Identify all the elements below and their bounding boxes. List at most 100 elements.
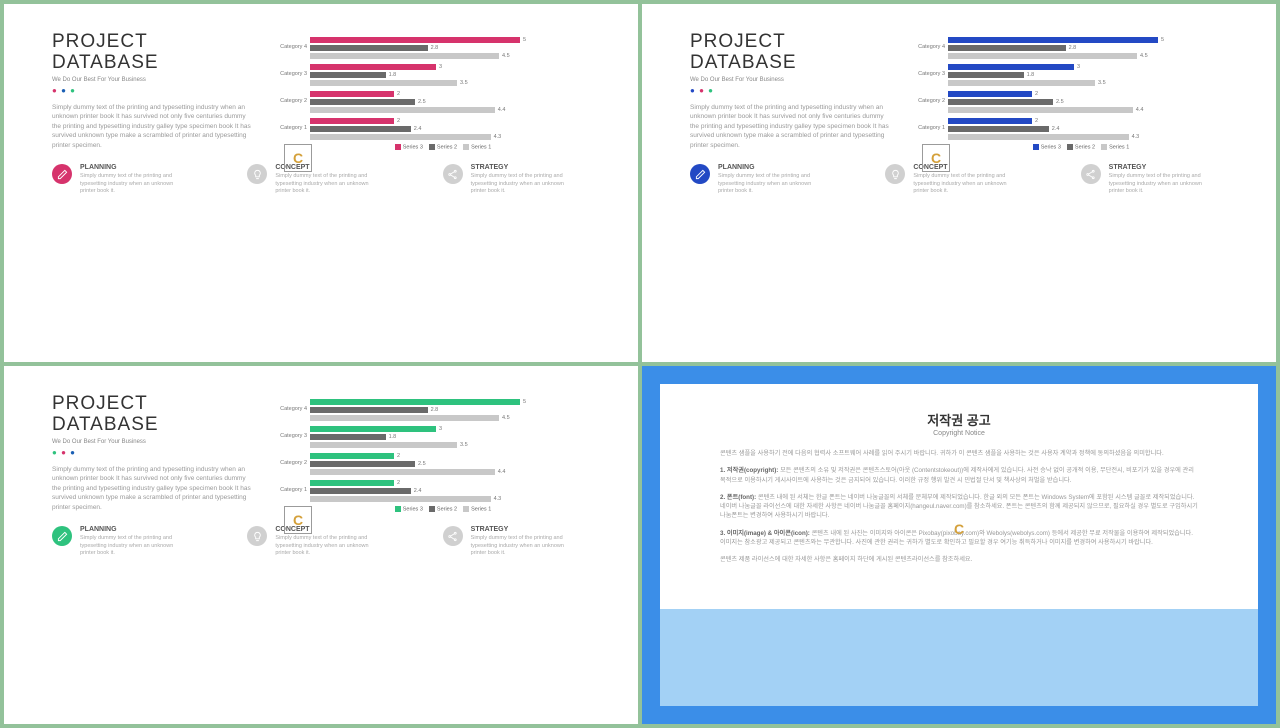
- chart-bar: [310, 91, 394, 97]
- bar-value: 2: [1035, 91, 1038, 97]
- chart-bar: [310, 415, 499, 421]
- chart-bar: [310, 480, 394, 486]
- bar-value: 4.5: [502, 53, 510, 59]
- accent-dots: ● ● ●: [52, 448, 252, 457]
- copyright-p2: 1. 저작권(copyright): 모든 콘텐츠의 소유 및 저작권은 콘텐츠…: [720, 466, 1198, 485]
- bar-value: 2: [397, 480, 400, 486]
- category-label: Category 1: [272, 479, 310, 493]
- watermark-badge: C: [284, 506, 312, 534]
- feature-text: Simply dummy text of the printing and ty…: [471, 173, 566, 195]
- feature-concept: CONCEPTSimply dummy text of the printing…: [247, 526, 412, 557]
- category-label: Category 4: [272, 398, 310, 412]
- feature-text: Simply dummy text of the printing and ty…: [1109, 173, 1204, 195]
- bar-value: 5: [523, 399, 526, 405]
- feature-planning: PLANNING Simply dummy text of the printin…: [52, 164, 217, 195]
- chart-bar: [948, 99, 1053, 105]
- bar-value: 4.5: [1140, 53, 1148, 59]
- category-label: Category 2: [272, 90, 310, 104]
- bar-value: 2.4: [414, 488, 422, 494]
- chart-bar: [310, 453, 394, 459]
- feature-text: Simply dummy text of the printing and ty…: [80, 535, 175, 557]
- bar-value: 5: [523, 37, 526, 43]
- chart-bar: [948, 91, 1032, 97]
- slide-2: PROJECTDATABASEWe Do Our Best For Your B…: [642, 4, 1276, 362]
- chart-legend: Series 3Series 2Series 1: [272, 144, 608, 150]
- bar-value: 2.8: [431, 407, 439, 413]
- copyright-p1: 콘텐츠 샘플을 사용하기 전에 다음의 협력사 소프트웨어 사례를 읽어 주시기…: [720, 449, 1198, 458]
- bar-value: 4.3: [494, 496, 502, 502]
- bar-value: 2.4: [1052, 126, 1060, 132]
- category-label: Category 4: [910, 36, 948, 50]
- feature-title: PLANNING: [80, 526, 175, 533]
- copyright-title: 저작권 공고: [720, 410, 1198, 429]
- feature-title: PLANNING: [80, 164, 175, 171]
- subtitle: We Do Our Best For Your Business: [690, 77, 890, 83]
- feature-planning: PLANNINGSimply dummy text of the printin…: [690, 164, 855, 195]
- slide-4: 저작권 공고 Copyright Notice 콘텐츠 샘플을 사용하기 전에 …: [642, 366, 1276, 724]
- chart-bar: [310, 426, 436, 432]
- slide-3: PROJECTDATABASEWe Do Our Best For Your B…: [4, 366, 638, 724]
- category-label: Category 1: [910, 117, 948, 131]
- bar-value: 2: [397, 453, 400, 459]
- feature-strategy: STRATEGY Simply dummy text of the printin…: [1081, 164, 1246, 195]
- chart-bar: [310, 134, 491, 140]
- share-icon: [1081, 164, 1101, 184]
- chart-bar: [310, 118, 394, 124]
- bar-value: 2.8: [431, 45, 439, 51]
- bar-value: 3.5: [460, 442, 468, 448]
- body-paragraph: Simply dummy text of the printing and ty…: [690, 103, 890, 150]
- chart-bar: [310, 99, 415, 105]
- copyright-p5: 콘텐츠 제품 라이선스에 대한 자세한 사항은 홈페이지 하단에 게시된 콘텐츠…: [720, 555, 1198, 564]
- body-paragraph: Simply dummy text of the printing and ty…: [52, 465, 252, 512]
- bar-value: 1.8: [389, 72, 397, 78]
- bulb-icon: [247, 526, 267, 546]
- slide4-lower-bg: [660, 609, 1258, 706]
- bar-chart: Category 452.84.5Category 331.83.5Catego…: [272, 32, 608, 150]
- bar-value: 4.3: [494, 134, 502, 140]
- feature-title: STRATEGY: [1109, 164, 1204, 171]
- chart-bar: [948, 107, 1133, 113]
- feature-text: Simply dummy text of the printing and ty…: [275, 535, 370, 557]
- category-label: Category 2: [272, 452, 310, 466]
- category-label: Category 2: [910, 90, 948, 104]
- bar-value: 3: [439, 64, 442, 70]
- accent-dots: ● ● ●: [52, 86, 252, 95]
- bar-value: 1.8: [1027, 72, 1035, 78]
- chart-bar: [948, 72, 1024, 78]
- bar-value: 4.5: [502, 415, 510, 421]
- category-label: Category 1: [272, 117, 310, 131]
- copyright-subtitle: Copyright Notice: [720, 430, 1198, 437]
- bulb-icon: [885, 164, 905, 184]
- chart-bar: [948, 64, 1074, 70]
- chart-bar: [310, 53, 499, 59]
- chart-bar: [310, 399, 520, 405]
- watermark-badge: C: [922, 144, 950, 172]
- bar-value: 1.8: [389, 434, 397, 440]
- category-label: Category 3: [272, 425, 310, 439]
- feature-concept: CONCEPTSimply dummy text of the printing…: [247, 164, 412, 195]
- share-icon: [443, 526, 463, 546]
- chart-bar: [948, 118, 1032, 124]
- watermark-badge: C: [284, 144, 312, 172]
- bar-value: 3: [439, 426, 442, 432]
- bar-value: 2: [397, 118, 400, 124]
- bar-value: 2.5: [418, 461, 426, 467]
- feature-text: Simply dummy text of the printing and ty…: [471, 535, 566, 557]
- feature-title: PLANNING: [718, 164, 813, 171]
- bar-value: 4.4: [498, 469, 506, 475]
- feature-planning: PLANNING Simply dummy text of the printin…: [52, 526, 217, 557]
- chart-bar: [310, 80, 457, 86]
- chart-bar: [948, 126, 1049, 132]
- feature-strategy: STRATEGYSimply dummy text of the printin…: [443, 164, 608, 195]
- slide-1: PROJECTDATABASEWe Do Our Best For Your B…: [4, 4, 638, 362]
- chart-bar: [310, 469, 495, 475]
- feature-text: Simply dummy text of the printing and ty…: [80, 173, 175, 195]
- bar-chart: Category 452.84.5Category 331.83.5Catego…: [910, 32, 1246, 150]
- chart-bar: [948, 80, 1095, 86]
- bar-chart: Category 4 5 2.8 4.5 Category 3 3 1.8 3.5 Catego…: [272, 394, 608, 512]
- feature-text: Simply dummy text of the printing and ty…: [275, 173, 370, 195]
- category-label: Category 3: [910, 63, 948, 77]
- chart-bar: [310, 107, 495, 113]
- chart-bar: [310, 45, 428, 51]
- chart-bar: [310, 126, 411, 132]
